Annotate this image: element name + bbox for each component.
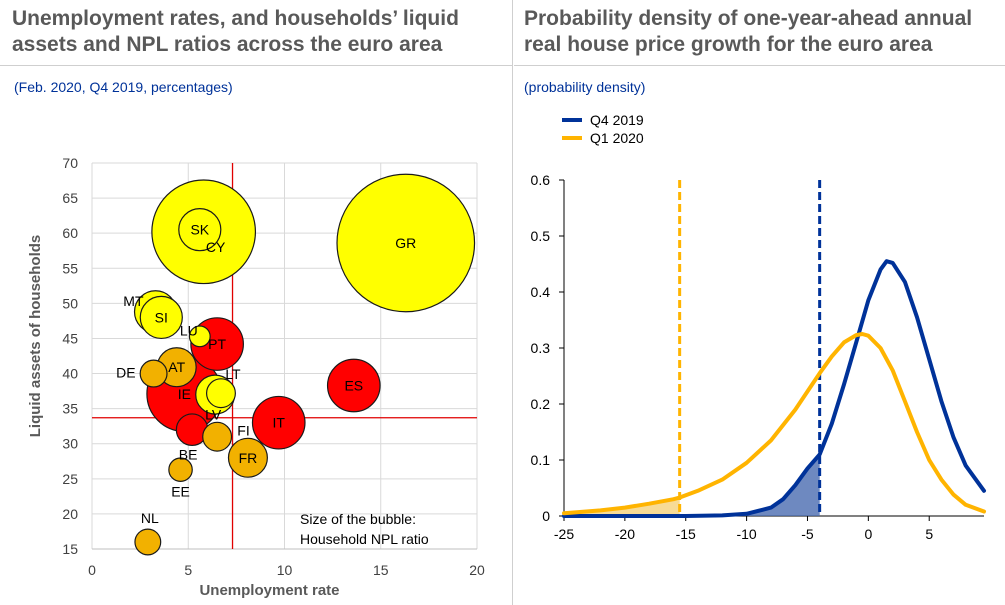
- left-chart-panel: Unemployment rates, and households’ liqu…: [0, 6, 512, 599]
- bubble-label-mt: MT: [123, 293, 144, 309]
- bubble-label-fr: FR: [239, 450, 258, 466]
- bubble-label-es: ES: [344, 377, 363, 393]
- x-tick-label: 20: [469, 562, 485, 578]
- bubble-size-note: Size of the bubble:: [300, 511, 416, 527]
- bubble-label-at: AT: [168, 359, 185, 375]
- bubble-label-sk: SK: [190, 222, 209, 238]
- left-title-line-2: assets and NPL ratios across the euro ar…: [12, 33, 443, 56]
- x-tick-label: 0: [864, 526, 872, 542]
- y-tick-label: 45: [62, 330, 78, 346]
- y-tick-label: 30: [62, 436, 78, 452]
- x-tick-label: -5: [801, 526, 814, 542]
- density-line-2: [562, 332, 986, 516]
- x-tick-label: 15: [373, 562, 389, 578]
- panel-divider: [512, 0, 513, 605]
- left-chart-subtitle: (Feb. 2020, Q4 2019, percentages): [14, 79, 233, 95]
- bubble-label-ie: IE: [178, 386, 191, 402]
- y-tick-label: 20: [62, 506, 78, 522]
- left-title-line-1: Unemployment rates, and households’ liqu…: [12, 7, 459, 30]
- bubble-label-fi: FI: [237, 423, 249, 439]
- bubble-lu: [188, 325, 211, 348]
- right-title-line-1: Probability density of one-year-ahead an…: [524, 7, 973, 30]
- bubble-nl: [134, 528, 162, 556]
- y-tick-label: 0: [542, 508, 550, 524]
- x-tick-label: 5: [925, 526, 933, 542]
- x-axis-title: Unemployment rate: [199, 582, 339, 599]
- density-chart: Q4 2019 Q1 2020 0 0.1 0.2 0.3 0.4 0.5 0.6 -25 -20 -…: [531, 112, 986, 542]
- y-tick-label: 0.2: [531, 396, 551, 412]
- y-tick-label: 0.3: [531, 340, 551, 356]
- y-tick-label: 15: [62, 541, 78, 557]
- y-tick-label: 65: [62, 190, 78, 206]
- y-tick-label: 0.4: [531, 284, 551, 300]
- y-tick-label: 25: [62, 471, 78, 487]
- right-chart-subtitle: (probability density): [524, 79, 646, 95]
- bubble-label-pt: PT: [208, 336, 226, 352]
- bubble-gr: [336, 173, 476, 313]
- x-tick-label: -20: [615, 526, 635, 542]
- y-tick-label: 55: [62, 260, 78, 276]
- bubble-fr: [227, 437, 268, 478]
- bubble-label-be: BE: [179, 446, 198, 462]
- bubble-label-de: DE: [116, 365, 135, 381]
- bubble-label-si: SI: [155, 309, 168, 325]
- bubble-si: [139, 295, 183, 340]
- y-axis-title: Liquid assets of households: [27, 235, 44, 438]
- bubble-ee: [168, 457, 193, 482]
- left-title-rule: [0, 65, 512, 66]
- x-tick-label: -10: [736, 526, 756, 542]
- legend-label-1: Q4 2019: [590, 112, 644, 128]
- bubble-size-note: Household NPL ratio: [300, 531, 429, 547]
- y-tick-label: 60: [62, 225, 78, 241]
- bubble-label-nl: NL: [141, 510, 159, 526]
- y-tick-label: 50: [62, 295, 78, 311]
- bubble-label-it: IT: [272, 415, 285, 431]
- bubble-label-gr: GR: [395, 235, 416, 251]
- bubble-label-cy: CY: [206, 239, 226, 255]
- y-tick-label: 40: [62, 366, 78, 382]
- x-tick-label: 0: [88, 562, 96, 578]
- y-tick-label: 0.6: [531, 172, 551, 188]
- bubble-label-lt: LT: [225, 366, 241, 382]
- bubble-it: [251, 395, 306, 450]
- legend-label-2: Q1 2020: [590, 130, 644, 146]
- x-tick-label: 5: [184, 562, 192, 578]
- bubble-label-lu: LU: [180, 322, 198, 338]
- left-chart-title: Unemployment rates, and households’ liqu…: [12, 6, 492, 58]
- bubble-de: [139, 359, 168, 388]
- tail-area-1: [564, 454, 820, 516]
- right-chart-panel: Probability density of one-year-ahead an…: [514, 0, 1005, 605]
- bubble-es: [326, 358, 381, 413]
- bubble-sk: [178, 208, 222, 252]
- x-tick-label: -25: [554, 526, 574, 542]
- bubble-label-ee: EE: [171, 483, 190, 499]
- bubble-chart: 0 5 10 15 20 15 20 25 30 35 40 45 50 55 60 65 70 Unemploy…: [27, 155, 485, 599]
- x-tick-label: -15: [676, 526, 696, 542]
- bubble-label-lv: LV: [205, 407, 222, 423]
- right-title-line-2: real house price growth for the euro are…: [524, 33, 933, 56]
- x-tick-label: 10: [277, 562, 293, 578]
- y-tick-label: 70: [62, 155, 78, 171]
- bubble-lt: [205, 378, 236, 409]
- y-tick-label: 0.1: [531, 452, 551, 468]
- y-tick-label: 35: [62, 401, 78, 417]
- y-tick-label: 0.5: [531, 228, 551, 244]
- bubble-fi: [202, 421, 233, 452]
- right-chart-title: Probability density of one-year-ahead an…: [524, 6, 1004, 58]
- density-line-1: [562, 259, 986, 518]
- right-title-rule: [514, 65, 1005, 66]
